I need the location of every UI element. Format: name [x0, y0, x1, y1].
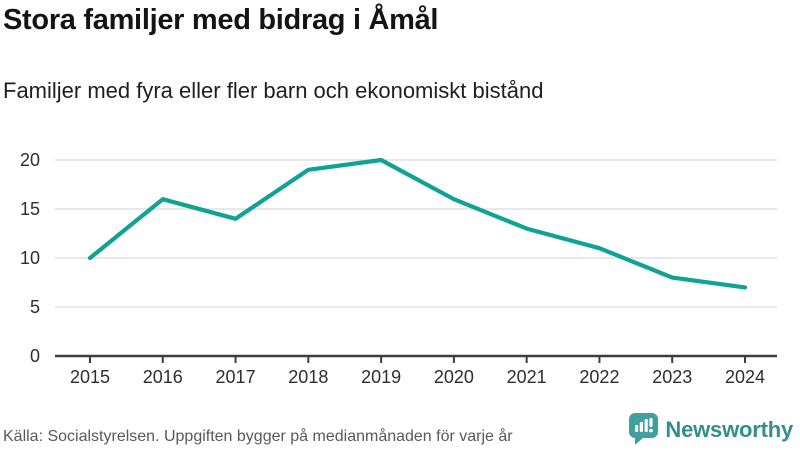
x-tick-label: 2017	[216, 367, 256, 387]
page-title: Stora familjer med bidrag i Åmål	[3, 4, 439, 36]
x-tick-label: 2016	[143, 367, 183, 387]
page-subtitle: Familjer med fyra eller fler barn och ek…	[3, 78, 544, 103]
x-tick-label: 2020	[434, 367, 474, 387]
x-tick-label: 2019	[361, 367, 401, 387]
line-chart-svg: 0 5 10 15 20 2015 2016 2017 2018 2019 2020 2021 2022…	[20, 150, 777, 387]
newsworthy-logo-text: Newsworthy	[665, 416, 793, 442]
x-tick-label: 2024	[725, 367, 765, 387]
x-tick-label: 2022	[579, 367, 619, 387]
newsworthy-logo-icon	[629, 413, 659, 445]
newsworthy-logo: Newsworthy	[629, 413, 793, 446]
x-tick-label: 2015	[70, 367, 110, 387]
y-tick-label: 5	[30, 297, 40, 317]
y-tick-label: 20	[20, 150, 40, 170]
source-note: Källa: Socialstyrelsen. Uppgiften bygger…	[3, 428, 513, 445]
y-tick-label: 15	[20, 199, 40, 219]
y-tick-label: 10	[20, 248, 40, 268]
y-tick-label: 0	[30, 346, 40, 366]
x-tick-label: 2023	[652, 367, 692, 387]
x-tick-label: 2021	[507, 367, 547, 387]
line-chart: 0 5 10 15 20 2015 2016 2017 2018 2019 2020 2021 2022…	[0, 115, 800, 400]
trend-line	[87, 157, 748, 290]
x-tick-label: 2018	[288, 367, 328, 387]
